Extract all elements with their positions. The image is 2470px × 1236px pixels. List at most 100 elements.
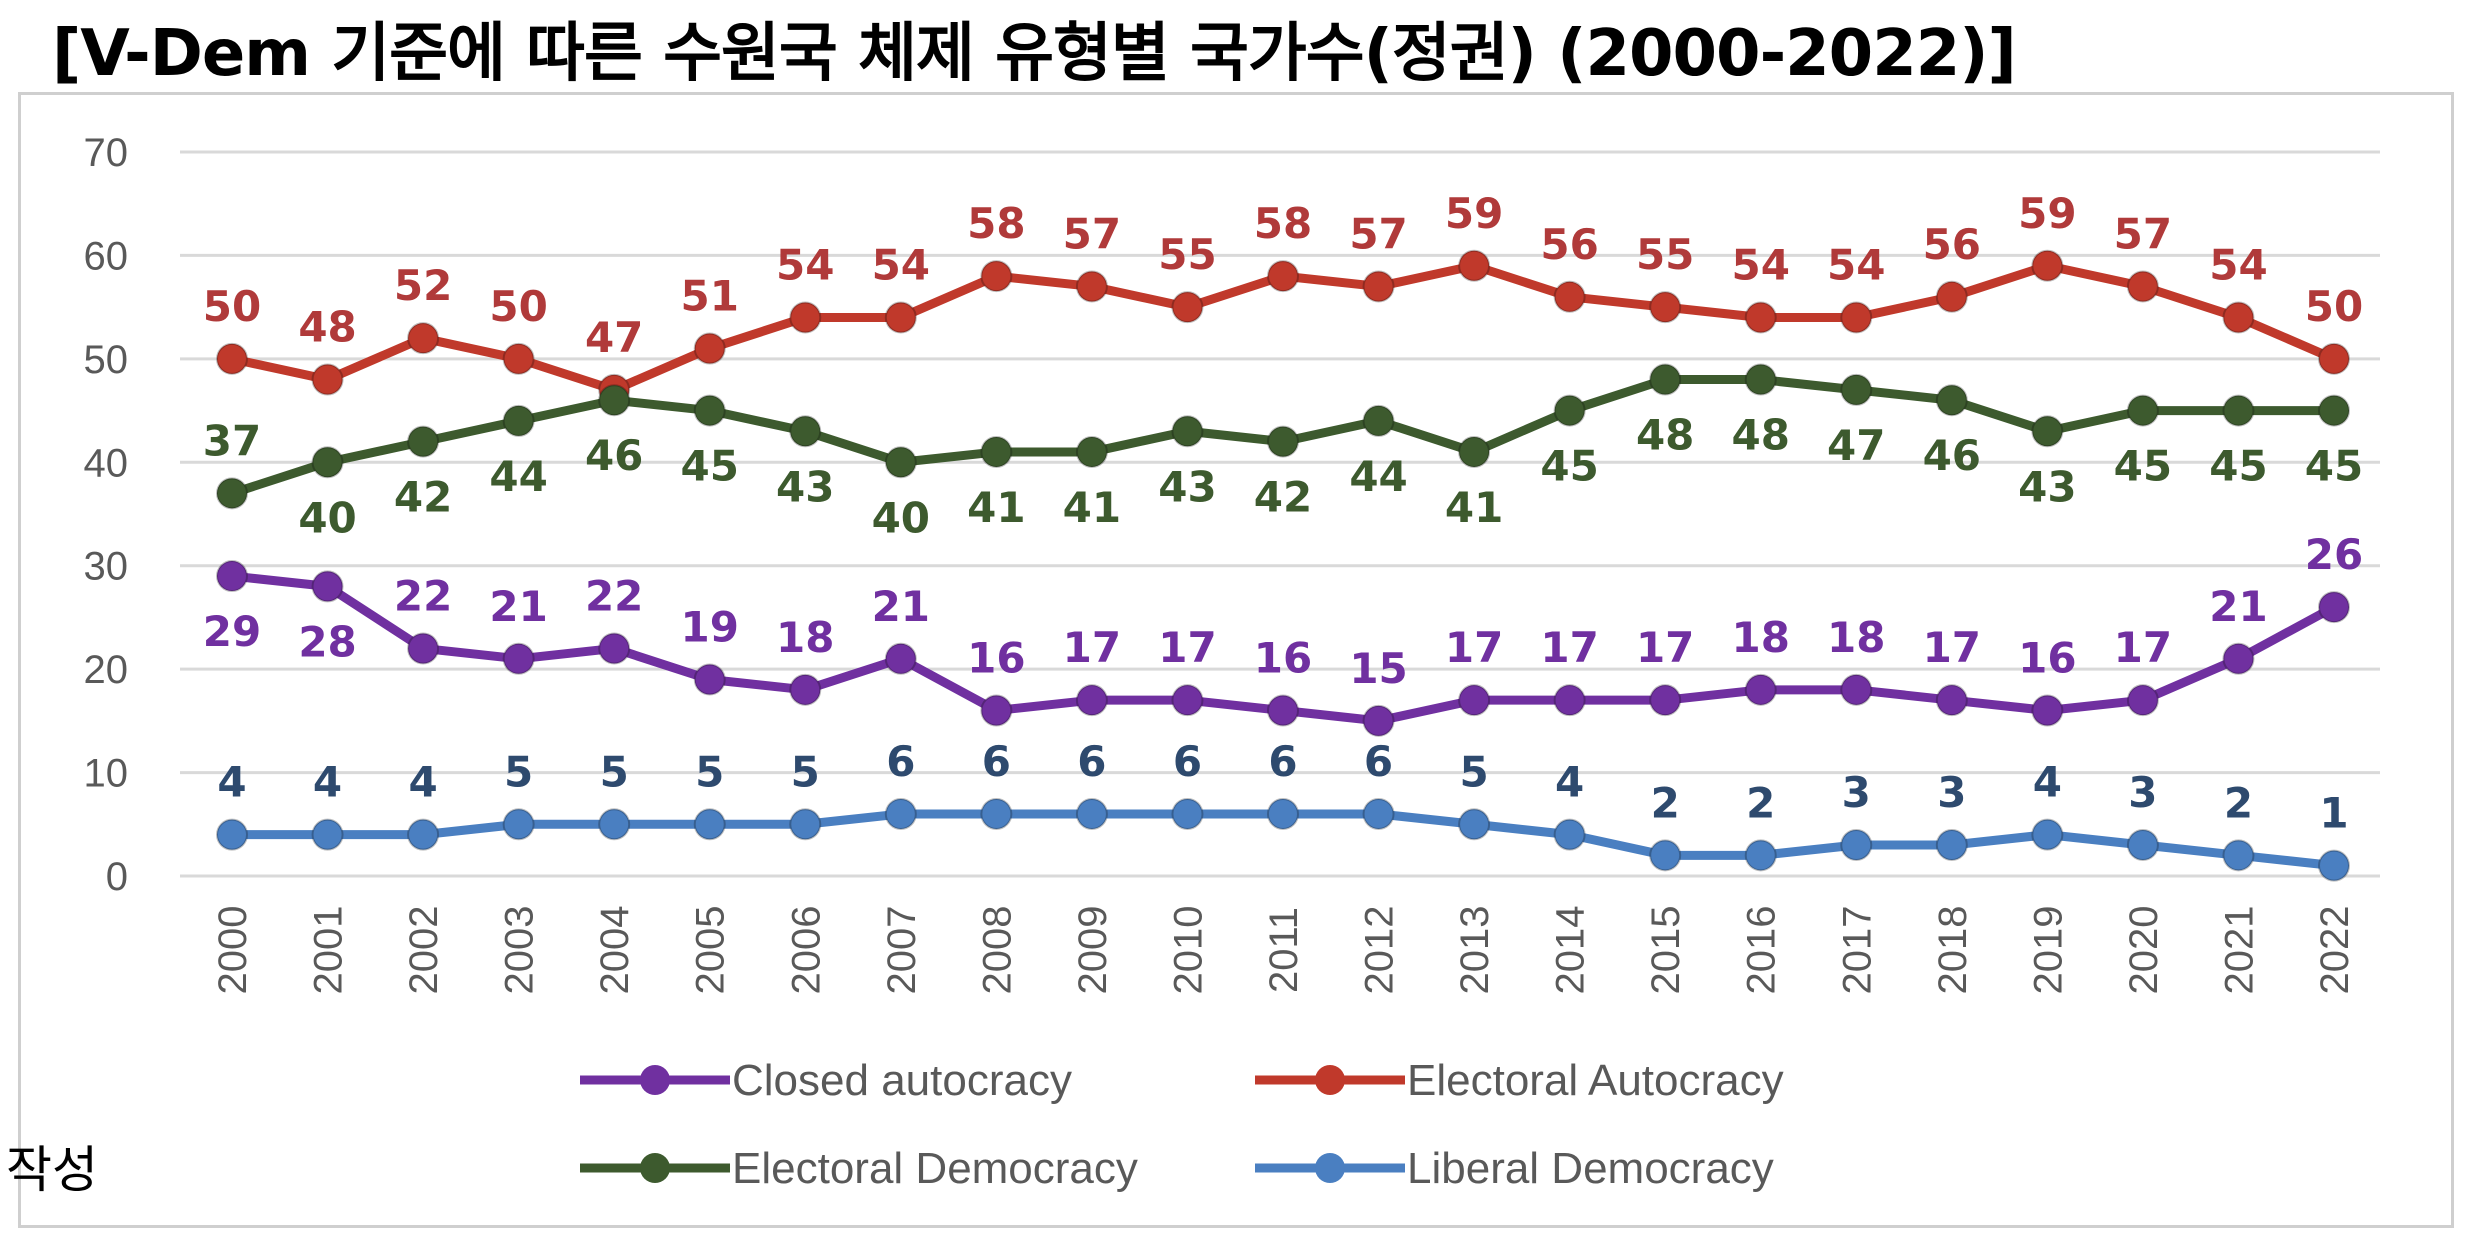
electoral-autocracy-data-label: 51 [681,272,739,321]
page-title: [V-Dem 기준에 따른 수원국 체제 유형별 국가수(정권) (2000-2… [52,17,2017,91]
liberal-democracy-data-label: 3 [1842,768,1871,817]
electoral-autocracy-point [2318,342,2350,375]
electoral-autocracy-data-label: 50 [489,282,547,331]
liberal-democracy-data-label: 2 [1746,778,1775,827]
closed-autocracy-data-label: 19 [681,602,739,651]
x-tick-label: 2016 [1740,906,1784,995]
electoral-autocracy-data-label: 50 [203,282,261,331]
closed-autocracy-point [2222,642,2255,675]
legend-label-electoral-autocracy: Electoral Autocracy [1407,1056,1784,1105]
liberal-democracy-point [598,808,631,841]
electoral-autocracy-data-label: 52 [394,261,452,310]
electoral-democracy-data-label: 42 [394,473,452,522]
liberal-democracy-data-label: 3 [1937,768,1966,817]
closed-autocracy-data-label: 18 [776,613,834,662]
legend-marker-electoral-democracy [640,1153,670,1183]
electoral-democracy-point [1840,373,1873,406]
x-tick-label: 2000 [211,906,255,995]
electoral-democracy-point [502,404,535,437]
x-tick-label: 2007 [880,906,924,995]
x-tick-label: 2015 [1644,906,1688,995]
closed-autocracy-data-label: 15 [1349,644,1407,693]
x-tick-label: 2001 [307,906,351,995]
electoral-democracy-point [2126,394,2159,427]
electoral-democracy-data-label: 37 [203,416,261,465]
electoral-autocracy-point [1935,280,1968,313]
closed-autocracy-point [2126,684,2159,717]
x-tick-label: 2011 [1262,907,1306,993]
x-tick-label: 2010 [1166,906,1210,995]
closed-autocracy-data-label: 17 [1063,623,1121,672]
electoral-autocracy-point [1553,280,1586,313]
electoral-democracy-data-label: 48 [1636,411,1694,460]
x-tick-label: 2003 [498,906,542,995]
liberal-democracy-data-label: 4 [1555,758,1584,807]
electoral-autocracy-data-label: 54 [872,240,930,289]
liberal-democracy-point [1075,797,1108,830]
electoral-autocracy-point [407,322,440,355]
closed-autocracy-data-label: 16 [1254,634,1312,683]
liberal-democracy-point [2318,849,2350,882]
y-tick-label: 60 [84,234,129,278]
liberal-democracy-data-label: 5 [600,747,629,796]
x-tick-label: 2018 [1931,906,1975,995]
electoral-autocracy-data-label: 57 [1063,209,1121,258]
electoral-democracy-data-label: 48 [1732,411,1790,460]
liberal-democracy-point [2222,839,2255,872]
liberal-democracy-point [1744,839,1777,872]
electoral-autocracy-data-label: 59 [1445,189,1503,238]
y-axis-ticks: 0 10 20 30 40 50 60 70 [84,131,129,899]
electoral-autocracy-point [1075,270,1108,303]
electoral-democracy-point [216,477,248,510]
electoral-democracy-data-label: 44 [1349,452,1407,501]
electoral-autocracy-point [2222,301,2255,334]
liberal-democracy-data-label: 6 [1077,737,1106,786]
electoral-democracy-data-label: 45 [2114,442,2172,491]
liberal-democracy-data-label: 2 [2224,778,2253,827]
liberal-democracy-point [1362,797,1395,830]
liberal-democracy-point [407,818,440,851]
x-tick-label: 2006 [784,906,828,995]
liberal-democracy-point [2031,818,2064,851]
liberal-democracy-data-label: 6 [1173,737,1202,786]
electoral-democracy-point [1362,404,1395,437]
liberal-democracy-data-label: 4 [2033,758,2062,807]
x-tick-label: 2014 [1549,906,1593,995]
electoral-autocracy-data-label: 58 [967,199,1025,248]
electoral-democracy-data-label: 41 [1445,483,1503,532]
electoral-autocracy-point [1362,270,1395,303]
electoral-autocracy-point [216,342,248,375]
y-tick-label: 10 [84,752,129,796]
x-tick-label: 2009 [1071,906,1115,995]
closed-autocracy-data-label: 17 [1445,623,1503,672]
electoral-autocracy-point [1458,249,1491,282]
electoral-autocracy-data-label: 57 [1349,209,1407,258]
closed-autocracy-data-label: 21 [489,582,547,631]
closed-autocracy-point [1840,673,1873,706]
electoral-democracy-point [884,446,917,479]
electoral-autocracy-data-label: 50 [2305,282,2363,331]
electoral-autocracy-data-label: 54 [776,240,834,289]
legend-label-electoral-democracy: Electoral Democracy [732,1144,1138,1193]
x-tick-label: 2012 [1358,906,1402,995]
y-tick-label: 20 [84,648,129,692]
electoral-democracy-data-label: 41 [1063,483,1121,532]
closed-autocracy-data-label: 21 [2209,582,2267,631]
electoral-autocracy-point [1649,291,1682,324]
electoral-democracy-point [1553,394,1586,427]
liberal-democracy-point [789,808,822,841]
liberal-democracy-data-label: 2 [1651,778,1680,827]
liberal-democracy-data-label: 5 [791,747,820,796]
electoral-autocracy-point [1267,260,1299,293]
x-tick-label: 2013 [1453,906,1497,995]
x-tick-label: 2005 [689,906,733,995]
closed-autocracy-data-label: 22 [585,571,643,620]
electoral-democracy-data-label: 45 [681,442,739,491]
electoral-democracy-data-label: 45 [1540,442,1598,491]
liberal-democracy-data-label: 4 [313,758,342,807]
electoral-democracy-point [789,415,822,448]
electoral-autocracy-point [884,301,917,334]
electoral-democracy-point [2031,415,2064,448]
electoral-autocracy-data-label: 55 [1636,230,1694,279]
